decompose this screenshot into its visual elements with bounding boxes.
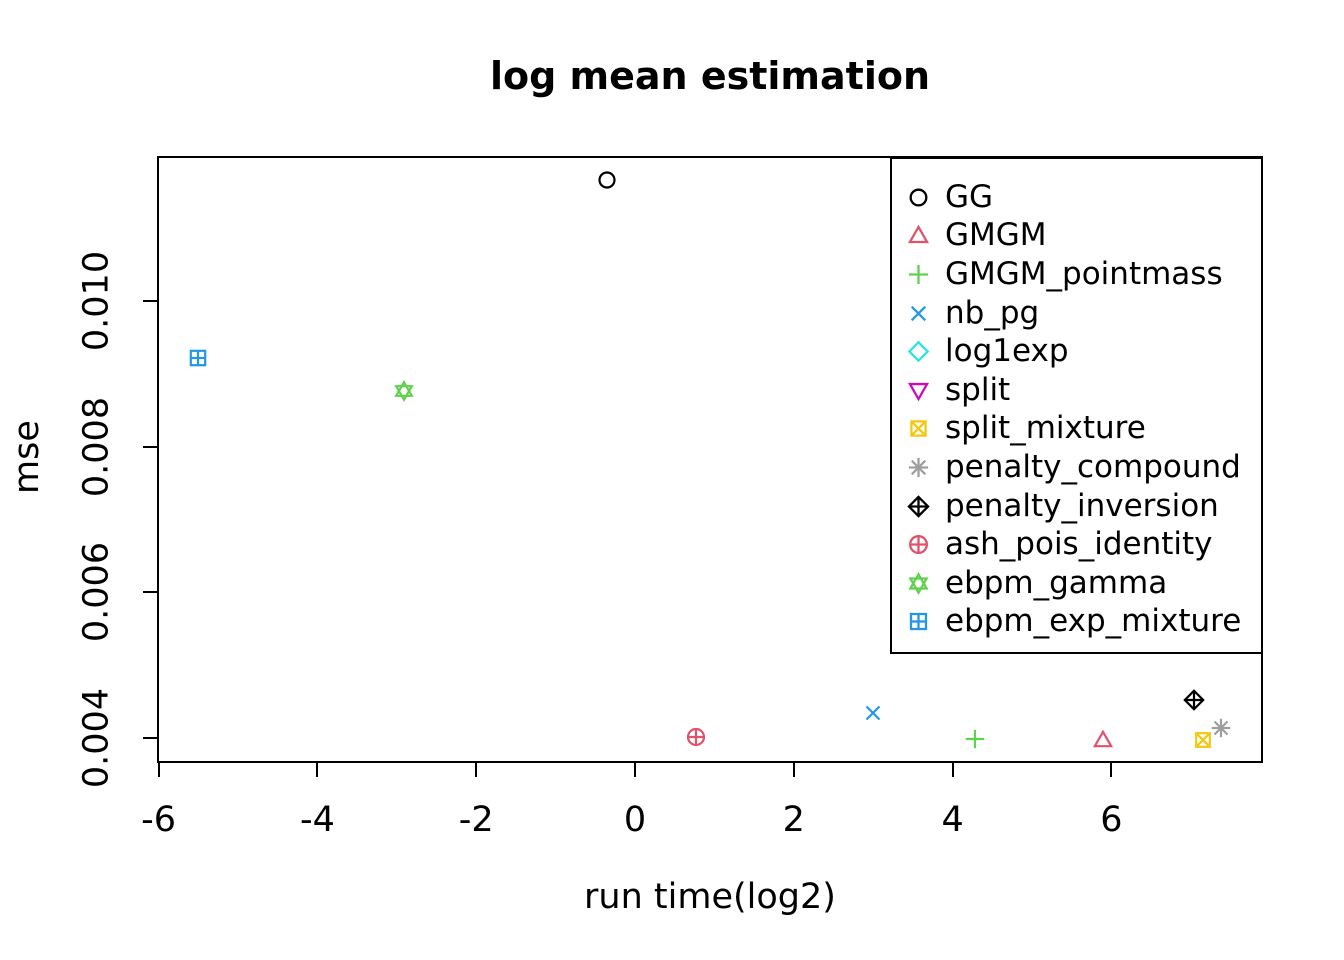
x-tick-label: 6 (1100, 800, 1123, 840)
legend-marker-icon-diamond (905, 339, 931, 365)
y-tick-label: 0.008 (76, 396, 117, 497)
legend-item-ebpm_gamma: ebpm_gamma (892, 564, 1261, 603)
legend-marker-icon-hexagram (905, 570, 931, 596)
legend-marker-icon-triangle-up (905, 223, 931, 249)
legend-item-split_mixture: split_mixture (892, 410, 1261, 449)
y-tick-mark (143, 445, 157, 448)
x-tick-mark (475, 763, 478, 777)
legend-item-nb_pg: nb_pg (892, 294, 1261, 333)
x-tick-label: -6 (141, 800, 177, 840)
legend-marker-icon-asterisk (905, 454, 931, 480)
legend-item-label: ebpm_exp_mixture (945, 603, 1242, 640)
chart-title: log mean estimation (489, 54, 931, 98)
x-tick-label: -2 (458, 800, 494, 840)
legend-box: GG GMGM GMGM_pointmass nb_pg log1exp split spl… (890, 157, 1263, 654)
legend-item-label: GG (945, 178, 994, 215)
legend-marker-icon-diamond-plus (905, 493, 931, 519)
legend-item-label: GMGM_pointmass (945, 255, 1223, 292)
legend-item-label: split (945, 371, 1011, 408)
x-tick-label: 4 (941, 800, 964, 840)
legend-item-GMGM: GMGM (892, 217, 1261, 256)
legend-item-GMGM_pointmass: GMGM_pointmass (892, 255, 1261, 294)
legend-item-label: ebpm_gamma (945, 564, 1168, 601)
y-tick-label: 0.010 (76, 250, 117, 351)
legend-item-label: penalty_inversion (945, 487, 1219, 524)
legend-marker-icon-x (905, 300, 931, 326)
legend-item-label: log1exp (945, 333, 1069, 370)
legend-marker-icon-circle-plus (905, 532, 931, 558)
y-tick-mark (143, 299, 157, 302)
legend-item-split: split (892, 371, 1261, 410)
legend-item-label: GMGM (945, 217, 1047, 254)
x-tick-mark (634, 763, 636, 777)
x-tick-mark (951, 763, 954, 777)
legend-marker-icon-square-x (905, 416, 931, 442)
y-tick-mark (143, 591, 157, 594)
x-tick-mark (1110, 763, 1113, 777)
y-tick-label: 0.004 (76, 687, 117, 789)
legend-item-label: nb_pg (945, 294, 1040, 331)
x-tick-label: 2 (782, 800, 805, 840)
x-axis-label: run time(log2) (584, 877, 836, 917)
x-tick-label: 0 (623, 800, 647, 840)
legend-item-label: penalty_compound (945, 448, 1241, 485)
legend-item-GG: GG (892, 178, 1261, 217)
x-tick-mark (316, 763, 319, 777)
legend-item-penalty_compound: penalty_compound (892, 448, 1261, 487)
legend-marker-icon-triangle-down (905, 377, 931, 403)
y-tick-label: 0.006 (76, 542, 117, 643)
legend-item-ash_pois_identity: ash_pois_identity (892, 525, 1261, 564)
legend-item-penalty_inversion: penalty_inversion (892, 487, 1261, 526)
legend-item-label: ash_pois_identity (945, 526, 1213, 563)
legend-item-label: split_mixture (945, 410, 1146, 447)
legend-marker-icon-plus (905, 261, 931, 287)
y-tick-mark (143, 737, 157, 739)
legend-marker-icon-square-plus (905, 609, 931, 635)
legend-marker-icon-circle (905, 184, 931, 210)
x-tick-label: -4 (299, 800, 335, 840)
legend-item-ebpm_exp_mixture: ebpm_exp_mixture (892, 603, 1261, 642)
x-tick-mark (792, 763, 795, 777)
legend-item-log1exp: log1exp (892, 332, 1261, 371)
x-tick-mark (157, 763, 160, 777)
